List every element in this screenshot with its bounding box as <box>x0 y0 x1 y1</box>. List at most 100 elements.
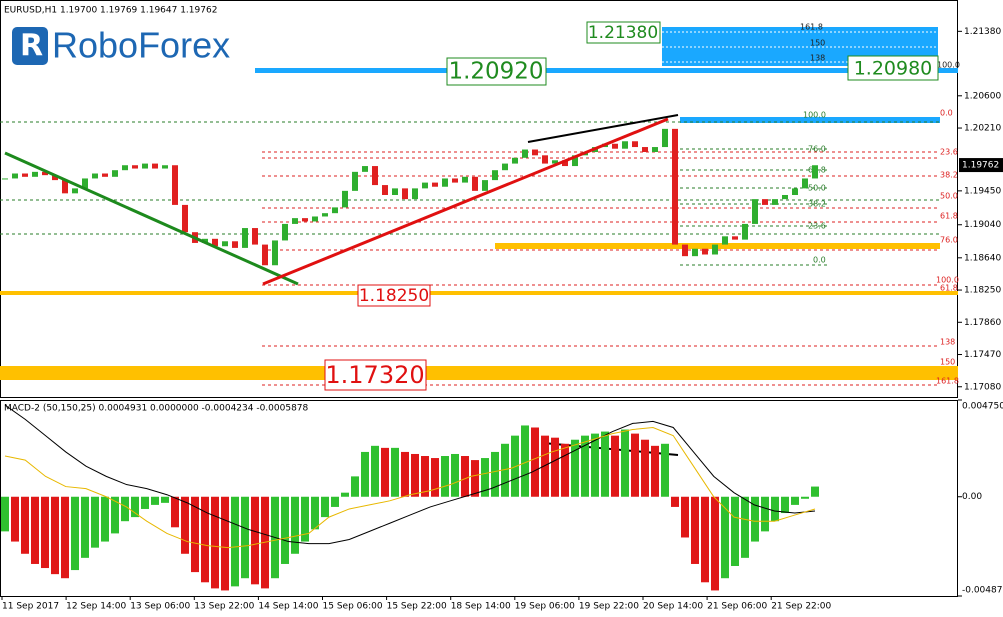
trend-line <box>262 117 669 286</box>
candle <box>102 173 108 177</box>
macd-bar <box>731 496 739 566</box>
macd-bar <box>331 496 339 507</box>
macd-bar <box>671 496 679 507</box>
fib-label: 38.2 <box>808 200 826 209</box>
last-price-label: 1.19762 <box>962 161 999 171</box>
x-tick-label: 11 Sep 2017 <box>2 602 59 612</box>
macd-bar <box>761 496 769 532</box>
candle <box>782 194 788 200</box>
x-tick-label: 20 Sep 14:00 <box>643 602 703 612</box>
y-tick-label: 0.004750 <box>962 402 1003 412</box>
fib-label: 138 <box>810 54 825 63</box>
macd-bar <box>701 496 709 583</box>
fib-label: 76.0 <box>808 145 826 154</box>
macd-bar <box>441 456 449 497</box>
candle <box>812 165 818 179</box>
macd-bar <box>21 496 29 554</box>
candle <box>82 178 88 189</box>
candle <box>42 171 48 176</box>
macd-bar <box>741 496 749 558</box>
macd-bar <box>541 435 549 497</box>
x-tick-label: 13 Sep 06:00 <box>130 602 190 612</box>
candle <box>692 248 698 257</box>
candle <box>342 190 348 208</box>
fib-label: 0.0 <box>813 256 826 265</box>
candle <box>652 147 658 153</box>
macd-bar <box>381 447 389 497</box>
macd-bar <box>431 458 439 497</box>
y-tick-label: 1.17860 <box>964 318 1001 328</box>
macd-bar <box>11 496 19 542</box>
macd-bar <box>531 427 539 497</box>
chart-title: EURUSD,H1 1.19700 1.19769 1.19647 1.1976… <box>4 6 217 16</box>
macd-bar <box>351 476 359 497</box>
macd-bar <box>661 443 669 497</box>
candle <box>792 188 798 195</box>
candle <box>352 171 358 191</box>
macd-bar <box>201 496 209 583</box>
annotation-box <box>324 359 427 391</box>
candle <box>472 176 478 191</box>
fib-labels: 161.8 150 138 100.0 0.0 23.6 38.2 50.0 6… <box>800 23 960 386</box>
candle <box>372 166 378 186</box>
x-tick-label: 12 Sep 14:00 <box>66 602 126 612</box>
macd-bar <box>301 496 309 542</box>
x-tick-label: 19 Sep 22:00 <box>579 602 639 612</box>
macd-bar <box>771 496 779 522</box>
candle <box>132 165 138 169</box>
macd-bar <box>471 460 479 497</box>
macd-bar <box>411 453 419 497</box>
candle <box>182 204 188 233</box>
macd-bar <box>361 451 369 497</box>
fib-label: 100.0 <box>936 276 959 285</box>
annotations: 1.21380 1.20920 1.20980 1.18250 1.17320 <box>324 21 939 391</box>
candle <box>22 173 28 177</box>
last-price-box <box>959 158 1003 173</box>
macd-bar <box>611 435 619 497</box>
candle <box>482 180 488 191</box>
macd-bar <box>71 496 79 571</box>
fib-label: 50.0 <box>808 184 826 193</box>
macd-bar <box>51 496 59 575</box>
fib-label: 50.0 <box>940 192 958 201</box>
yellow-level <box>0 291 958 295</box>
candle <box>492 170 498 181</box>
candle <box>462 176 468 183</box>
macd-bar <box>241 496 249 579</box>
macd-bar <box>791 496 799 505</box>
macd-bar <box>721 496 729 579</box>
fib-label: 61.8 <box>940 284 958 293</box>
macd-bar <box>801 496 809 499</box>
y-tick-label: 1.20600 <box>964 91 1001 101</box>
y-tick-label: 1.17470 <box>964 350 1001 360</box>
macd-bar <box>491 451 499 497</box>
macd-bar <box>91 496 99 548</box>
fib-label: 61.8 <box>940 212 958 221</box>
macd-bar <box>781 496 789 514</box>
candle <box>802 178 808 189</box>
candle <box>572 155 578 167</box>
macd-bar <box>341 492 349 497</box>
macd-bar <box>711 496 719 591</box>
blue-band <box>680 117 940 123</box>
candle <box>92 173 98 179</box>
macd-bar <box>631 433 639 497</box>
macd-bar <box>811 486 819 497</box>
candle <box>12 173 18 179</box>
candle <box>722 236 728 245</box>
y-tick-label: 1.19450 <box>964 186 1001 196</box>
candle <box>422 182 428 189</box>
macd-bar <box>141 496 149 509</box>
candle <box>552 160 558 164</box>
candles <box>2 128 818 266</box>
macd-bar <box>121 496 129 522</box>
macd-bar <box>231 496 239 587</box>
macd-bar <box>591 433 599 497</box>
macd-line <box>4 426 816 549</box>
candle <box>172 165 178 205</box>
macd-bar <box>391 447 399 497</box>
annotation: 1.20920 <box>448 59 543 85</box>
candle <box>632 141 638 148</box>
candle <box>452 178 458 183</box>
